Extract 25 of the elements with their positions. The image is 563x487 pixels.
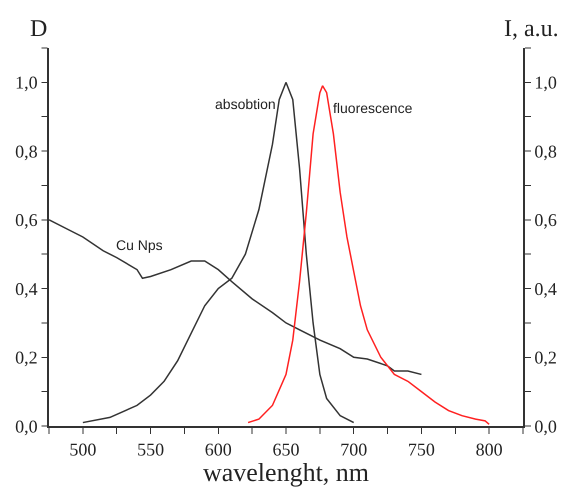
series-label: fluorescence: [333, 100, 413, 116]
x-tick-label: 750: [408, 439, 435, 460]
y2-axis-title: I, a.u.: [504, 16, 559, 42]
y-tick-label: 0,6: [15, 210, 38, 230]
y2-tick-label: 0,8: [534, 141, 557, 162]
x-tick-label: 600: [204, 439, 232, 460]
x-tick-label: 550: [137, 439, 164, 460]
x-tick-label: 700: [340, 439, 368, 460]
y-tick-label: 0,2: [15, 348, 38, 368]
y2-tick-label: 0,0: [534, 416, 557, 436]
y2-tick-label: 1,0: [534, 72, 557, 93]
y-axis-title: D: [30, 16, 48, 42]
y2-tick-label: 0,4: [534, 278, 557, 299]
series-label: absobtion: [215, 96, 276, 112]
x-tick-label: 650: [272, 439, 300, 460]
y-tick-label: 0,0: [15, 416, 38, 436]
y2-tick-label: 0,2: [534, 348, 557, 368]
x-tick-label: 500: [69, 439, 96, 460]
y-tick-label: 0,8: [15, 141, 38, 162]
y-tick-label: 1,0: [15, 72, 38, 93]
series-label: Cu Nps: [116, 237, 163, 253]
x-tick-label: 800: [476, 439, 503, 460]
y2-tick-label: 0,6: [534, 210, 557, 230]
x-axis-title: wavelenght, nm: [202, 458, 370, 487]
y-tick-label: 0,4: [15, 278, 38, 299]
